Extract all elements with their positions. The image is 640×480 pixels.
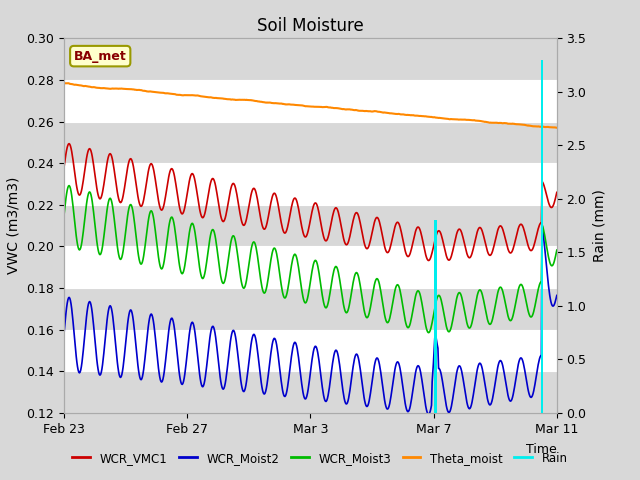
- Bar: [64, 288, 557, 330]
- Bar: [64, 38, 557, 80]
- Text: BA_met: BA_met: [74, 49, 127, 62]
- Bar: [64, 80, 557, 121]
- Bar: [64, 330, 557, 371]
- Bar: [64, 246, 557, 288]
- Text: Time: Time: [526, 443, 557, 456]
- Title: Soil Moisture: Soil Moisture: [257, 17, 364, 36]
- Bar: [64, 121, 557, 163]
- Bar: [64, 205, 557, 246]
- Bar: [64, 163, 557, 205]
- Bar: [64, 371, 557, 413]
- Bar: [434, 220, 436, 413]
- Legend: WCR_VMC1, WCR_Moist2, WCR_Moist3, Theta_moist, Rain: WCR_VMC1, WCR_Moist2, WCR_Moist3, Theta_…: [68, 447, 572, 469]
- Bar: [541, 60, 543, 413]
- Y-axis label: Rain (mm): Rain (mm): [592, 189, 606, 262]
- Y-axis label: VWC (m3/m3): VWC (m3/m3): [7, 177, 21, 274]
